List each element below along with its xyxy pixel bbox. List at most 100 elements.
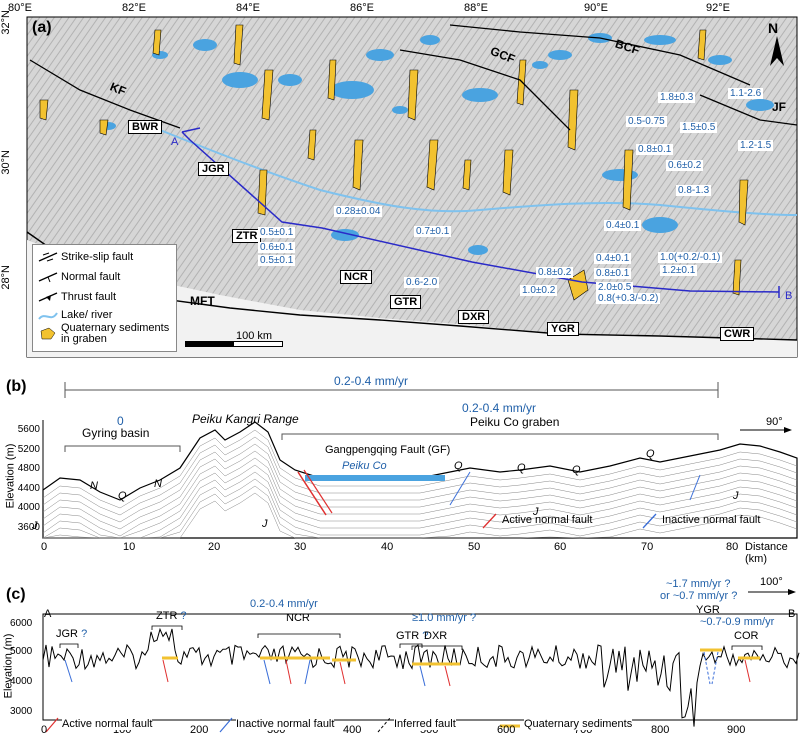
unit-label: Q [118, 490, 127, 502]
rift-label-jgr: JGR [198, 162, 229, 176]
panel-c-ylabel: Elevation (m) [2, 633, 15, 699]
y-tick: 4000 [17, 502, 40, 514]
rift-q: ? [422, 630, 429, 642]
fault-name-label: Gangpengqing Fault (GF) [325, 444, 451, 456]
panel-c: (c) [0, 572, 800, 738]
profile-end-b: B [788, 608, 796, 620]
y-tick: 5200 [17, 443, 40, 455]
unit-label: Q [454, 460, 463, 472]
unit-label: J [262, 518, 268, 530]
legend-strike-slip: Strike-slip fault [61, 251, 134, 263]
lat-tick: 28°N [0, 265, 12, 290]
unit-label: Q [517, 462, 526, 474]
scale-bar [185, 341, 235, 347]
slip-rate-label: 0.8-1.3 [676, 185, 712, 196]
profile-line [181, 131, 780, 293]
y-tick: 4000 [10, 676, 33, 687]
lowland [27, 240, 797, 357]
fault-label-jf: JF [772, 100, 787, 114]
x-tick: 70 [641, 541, 654, 553]
azimuth-label: 100° [760, 576, 783, 588]
rift-cor-rate: ~0.7-0.9 mm/yr [700, 616, 775, 628]
lon-tick: 84°E [236, 2, 260, 14]
lat-tick: 30°N [0, 150, 12, 175]
grabens [39, 24, 749, 301]
slip-rate-label: 0.6±0.2 [666, 160, 704, 171]
x-tick: 0 [41, 724, 48, 736]
graben-label: Peiku Co graben [470, 415, 560, 429]
rift-label-bwr: BWR [128, 120, 163, 134]
y-tick: 4800 [17, 463, 40, 475]
rift-ncr: NCR [286, 612, 310, 624]
rift-dxr-rate: ≥1.0 mm/yr ? [412, 612, 477, 624]
panel-label: (a) [32, 19, 52, 36]
x-tick: 200 [190, 724, 209, 736]
panel-b-rate: 0.2-0.4 mm/yr [330, 374, 413, 388]
y-tick: 5000 [10, 646, 33, 657]
x-tick: 40 [381, 541, 394, 553]
slip-rate-label: 1.5±0.5 [680, 122, 718, 133]
legend-sediments: Quaternary sediments in graben [61, 322, 170, 345]
profile-point-b: B [785, 290, 793, 302]
rift-label-gtr: GTR [390, 295, 422, 309]
unit-label: J [733, 490, 739, 502]
slip-rate-label: 0.4±0.1 [594, 253, 632, 264]
graben-rate: 0.2-0.4 mm/yr [462, 401, 537, 415]
faults-c [64, 651, 751, 687]
map-legend: Strike-slip fault Normal fault Thrust fa… [32, 244, 177, 352]
x-tick: 30 [294, 541, 307, 553]
rift-q: ? [180, 610, 187, 622]
slip-rate-label: 1.0±0.2 [520, 285, 558, 296]
profile-end-a: A [44, 608, 52, 620]
x-tick: 60 [554, 541, 567, 553]
slip-rate-label: 0.28±0.04 [334, 206, 383, 217]
quaternary-sediments [162, 648, 760, 666]
rift-name: ZTR [156, 610, 178, 622]
lakes [100, 33, 774, 255]
x-tick: 800 [651, 724, 670, 736]
unit-label: J [533, 506, 539, 518]
lon-tick: 92°E [706, 2, 730, 14]
x-tick: 50 [468, 541, 481, 553]
slip-rate-label: 1.8±0.3 [658, 92, 696, 103]
legend-inactive-c: Inactive normal fault [236, 718, 335, 730]
legend-inferred-c: Inferred fault [394, 718, 456, 730]
x-tick: 400 [343, 724, 362, 736]
panel-b-ylabel: Elevation (m) [4, 443, 17, 509]
legend-active-c: Active normal fault [62, 718, 153, 730]
slip-rate-label: 0.8±0.1 [594, 268, 632, 279]
fault-label-mft: MFT [190, 294, 215, 308]
x-tick: 80 [726, 541, 739, 553]
x-tick: 10 [123, 541, 136, 553]
slip-rate-label: 0.5-0.75 [626, 116, 667, 127]
panel-label: (c) [6, 586, 26, 603]
rift-ncr-rate: 0.2-0.4 mm/yr [250, 598, 318, 610]
y-tick: 3600 [17, 521, 40, 533]
rift-label-ygr: YGR [547, 322, 579, 336]
slip-rate-label: 0.6±0.1 [258, 242, 296, 253]
unit-label: N [90, 480, 98, 492]
panel-b-svg [42, 382, 798, 539]
y-tick: 6000 [10, 618, 33, 629]
peiku-co-lake [305, 475, 445, 481]
slip-rate-label: 1.0(+0.2/-0.1) [658, 252, 723, 263]
major-faults [29, 24, 798, 131]
slip-rate-label: 1.1-2.6 [728, 88, 764, 99]
rift-name: GTR [396, 630, 420, 642]
legend-lake: Lake/ river [61, 309, 113, 321]
rift-ztr: ZTR ? [156, 610, 187, 622]
range-label: Peiku Kangri Range [192, 412, 299, 426]
slip-rate-label: 0.8±0.1 [636, 144, 674, 155]
north-label: N [768, 20, 779, 36]
rift-ygr-rate2: or ~0.7 mm/yr ? [660, 590, 738, 602]
rift-ygr: YGR [696, 604, 720, 616]
panel-b-xlabel: Distance (km) [745, 541, 788, 565]
slip-rate-label: 0.5±0.1 [258, 255, 296, 266]
rift-cor: COR [734, 630, 759, 642]
slip-rate-label: 0.5±0.1 [258, 227, 296, 238]
lon-tick: 90°E [584, 2, 608, 14]
slip-rate-label: 1.2-1.5 [738, 140, 774, 151]
lat-tick: 32°N [0, 10, 12, 35]
panel-label: (b) [6, 378, 27, 395]
rift-jgr: JGR ? [56, 628, 87, 640]
